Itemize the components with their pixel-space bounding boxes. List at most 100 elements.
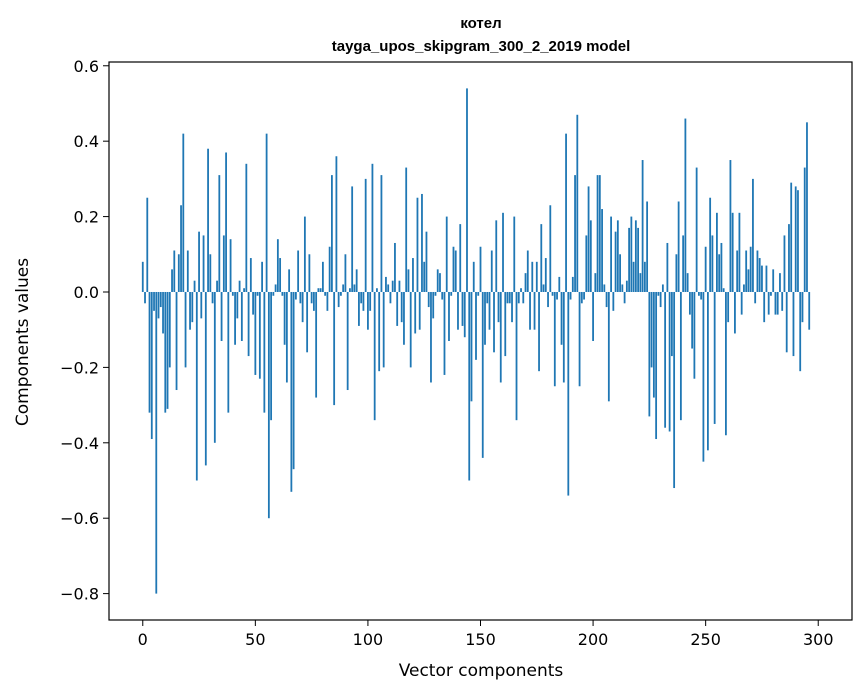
bar-209 <box>612 291 615 311</box>
bar-124 <box>421 193 423 292</box>
bar-142 <box>461 291 464 326</box>
bar-257 <box>720 242 723 292</box>
x-tick-label: 0 <box>138 630 148 649</box>
bar-119 <box>409 291 412 368</box>
bar-64 <box>285 291 288 383</box>
bar-291 <box>797 190 799 292</box>
bar-206 <box>605 291 608 308</box>
bar-176 <box>538 291 540 372</box>
bar-268 <box>745 250 748 292</box>
y-axis-ticks: 0.6 0.4 0.2 0.0 −0.2 −0.4 −0.6 −0.8 <box>60 57 109 604</box>
bar-232 <box>664 291 667 428</box>
bar-190 <box>569 291 572 300</box>
bar-262 <box>731 212 734 292</box>
bar-158 <box>497 291 500 323</box>
bar-252 <box>709 197 712 292</box>
bar-286 <box>785 291 788 353</box>
bar-44 <box>240 291 243 341</box>
bar-45 <box>243 288 245 292</box>
bar-13 <box>171 269 173 292</box>
bar-114 <box>398 280 401 292</box>
bar-288 <box>790 182 793 292</box>
bar-9 <box>162 291 164 334</box>
bar-283 <box>779 273 781 292</box>
bar-251 <box>707 291 709 451</box>
bar-156 <box>493 291 495 353</box>
bar-75 <box>310 291 313 304</box>
bar-279 <box>770 291 772 296</box>
bar-15 <box>175 291 178 391</box>
bar-203 <box>598 175 601 292</box>
bar-121 <box>414 291 417 334</box>
bar-275 <box>761 265 763 292</box>
bar-241 <box>684 118 687 292</box>
bar-series <box>141 88 811 594</box>
bar-169 <box>522 291 525 304</box>
bar-233 <box>666 242 669 292</box>
bar-30 <box>209 254 212 292</box>
bar-272 <box>754 291 757 304</box>
bar-78 <box>317 288 320 292</box>
bar-173 <box>531 261 534 292</box>
bar-267 <box>743 284 745 292</box>
bar-218 <box>632 261 635 292</box>
bar-120 <box>412 258 414 292</box>
x-tick-label: 100 <box>353 630 384 649</box>
bar-103 <box>373 291 376 421</box>
x-axis-label: Vector components <box>399 661 564 681</box>
bar-246 <box>695 167 698 292</box>
bar-77 <box>315 291 318 398</box>
bar-56 <box>267 291 270 519</box>
bar-100 <box>367 291 369 330</box>
bar-62 <box>281 291 284 296</box>
bar-269 <box>747 269 750 292</box>
bar-171 <box>526 250 529 292</box>
bar-125 <box>423 261 426 292</box>
bar-69 <box>297 250 300 292</box>
bar-200 <box>592 291 594 341</box>
bar-36 <box>222 235 225 292</box>
bar-74 <box>308 254 311 292</box>
bar-28 <box>204 291 207 466</box>
bar-180 <box>547 291 549 308</box>
bar-161 <box>504 291 507 357</box>
bar-250 <box>704 246 707 292</box>
bar-42 <box>236 291 239 319</box>
bar-248 <box>700 291 703 300</box>
bar-79 <box>319 288 322 292</box>
bar-198 <box>587 186 590 292</box>
bar-270 <box>749 246 752 292</box>
bar-237 <box>675 254 678 292</box>
bar-135 <box>445 216 448 292</box>
bar-160 <box>502 212 504 292</box>
bar-57 <box>270 291 273 421</box>
bar-231 <box>661 284 664 292</box>
bar-215 <box>625 280 628 292</box>
plot-frame <box>108 61 853 621</box>
bar-20 <box>186 250 189 292</box>
bar-58 <box>272 291 275 296</box>
bar-2 <box>146 197 149 292</box>
bar-220 <box>637 227 640 292</box>
bar-149 <box>477 291 480 296</box>
bar-21 <box>189 291 191 330</box>
bar-133 <box>441 291 444 300</box>
bar-80 <box>321 261 324 292</box>
bar-71 <box>301 291 304 323</box>
bar-134 <box>443 291 446 375</box>
bar-90 <box>344 254 347 292</box>
bar-234 <box>668 291 671 432</box>
bar-10 <box>164 291 167 413</box>
bar-11 <box>166 291 169 409</box>
bar-111 <box>391 280 394 292</box>
bar-47 <box>247 291 250 357</box>
bar-245 <box>693 291 696 379</box>
bar-89 <box>342 284 345 292</box>
bar-207 <box>607 291 610 402</box>
bar-225 <box>648 291 651 417</box>
bar-212 <box>619 254 621 292</box>
bar-205 <box>603 284 606 292</box>
bar-210 <box>614 231 617 292</box>
bar-40 <box>231 291 234 296</box>
bar-293 <box>801 291 804 323</box>
